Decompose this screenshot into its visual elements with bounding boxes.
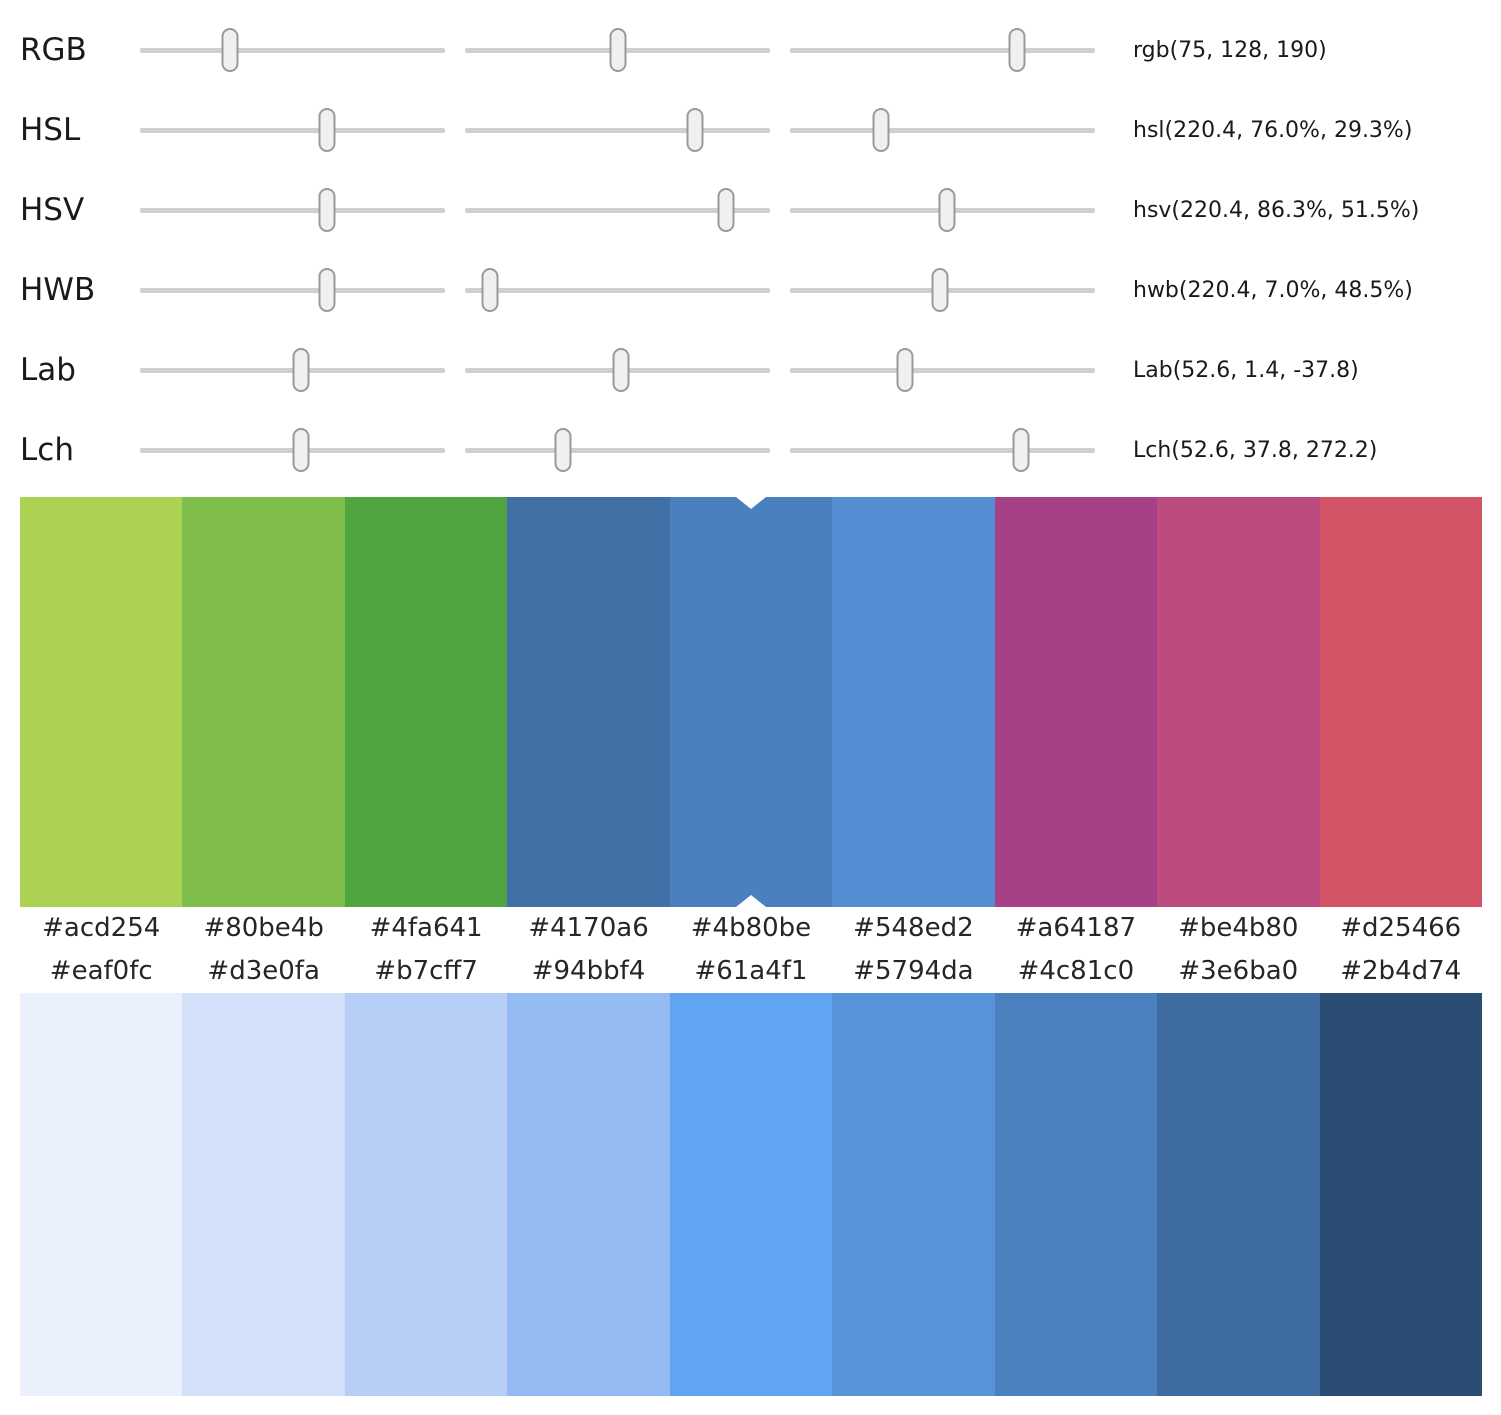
slider-row-lab: Lab Lab(52.6, 1.4, -37.8) (0, 330, 1501, 410)
shade-palette-hex-labels: #eaf0fc #d3e0fa #b7cff7 #94bbf4 #61a4f1 #5794… (20, 950, 1482, 993)
palette-swatch[interactable] (20, 993, 183, 1396)
slider-thumb[interactable] (318, 188, 336, 232)
slider-panel: RGB rgb(75, 128, 190) HSL hsl(220.4, 76.… (0, 0, 1501, 490)
slider-thumb[interactable] (292, 428, 310, 472)
slider-thumb[interactable] (481, 268, 499, 312)
palette-swatch[interactable] (1319, 993, 1482, 1396)
color-value-text: hsl(220.4, 76.0%, 29.3%) (1133, 117, 1413, 143)
slider-thumb[interactable] (938, 188, 956, 232)
selected-color-marker-top-icon (735, 497, 766, 509)
slider-track[interactable] (790, 188, 1095, 232)
slider-track[interactable] (790, 268, 1095, 312)
palette-swatch[interactable] (1157, 497, 1320, 907)
slider-row-lch: Lch Lch(52.6, 37.8, 272.2) (0, 410, 1501, 490)
hex-code-label: #3e6ba0 (1178, 956, 1299, 986)
palette-swatch[interactable] (994, 497, 1158, 907)
hex-code-label: #d3e0fa (207, 956, 320, 986)
color-value-text: Lab(52.6, 1.4, -37.8) (1133, 357, 1359, 383)
slider-track[interactable] (790, 428, 1095, 472)
hex-code-label: #4b80be (690, 913, 812, 943)
palette-swatch[interactable] (994, 993, 1158, 1396)
slider-thumb[interactable] (686, 108, 704, 152)
palette-swatch[interactable] (20, 497, 183, 907)
hue-palette-hex-labels: #acd254 #80be4b #4fa641 #4170a6 #4b80be #548e… (20, 907, 1482, 950)
slider-track[interactable] (465, 108, 770, 152)
palette-swatch[interactable] (1319, 497, 1482, 907)
palette-swatch[interactable] (669, 497, 833, 907)
slider-thumb[interactable] (292, 348, 310, 392)
color-value-text: Lch(52.6, 37.8, 272.2) (1133, 437, 1378, 463)
shade-palette (20, 993, 1482, 1396)
hex-code-label: #a64187 (1015, 913, 1137, 943)
colorspace-label: Lab (20, 352, 76, 388)
hex-code-label: #acd254 (42, 913, 161, 943)
slider-thumb[interactable] (931, 268, 949, 312)
selected-color-marker-bottom-icon (735, 895, 766, 907)
palette-swatch[interactable] (344, 993, 508, 1396)
slider-track[interactable] (465, 348, 770, 392)
hex-code-label: #5794da (853, 956, 974, 986)
hex-code-label: #548ed2 (853, 913, 974, 943)
hex-code-label: #b7cff7 (374, 956, 478, 986)
palette-swatch[interactable] (182, 993, 345, 1396)
slider-thumb[interactable] (609, 28, 627, 72)
hex-code-label: #2b4d74 (1340, 956, 1462, 986)
slider-track[interactable] (140, 268, 445, 312)
hex-code-label: #80be4b (203, 913, 324, 943)
color-value-text: hwb(220.4, 7.0%, 48.5%) (1133, 277, 1413, 303)
palette-swatch[interactable] (832, 993, 995, 1396)
color-value-text: hsv(220.4, 86.3%, 51.5%) (1133, 197, 1420, 223)
slider-thumb[interactable] (896, 348, 914, 392)
slider-track[interactable] (465, 268, 770, 312)
palette-swatch[interactable] (182, 497, 345, 907)
hex-code-label: #94bbf4 (531, 956, 646, 986)
hex-code-label: #d25466 (1340, 913, 1462, 943)
slider-row-hsv: HSV hsv(220.4, 86.3%, 51.5%) (0, 170, 1501, 250)
slider-thumb[interactable] (221, 28, 239, 72)
colorspace-label: HSV (20, 192, 85, 228)
slider-track[interactable] (140, 188, 445, 232)
slider-thumb[interactable] (1008, 28, 1026, 72)
slider-thumb[interactable] (872, 108, 890, 152)
colorspace-label: RGB (20, 32, 87, 68)
hue-palette (20, 497, 1482, 907)
slider-track[interactable] (465, 428, 770, 472)
palette-swatch[interactable] (344, 497, 508, 907)
hex-code-label: #be4b80 (1178, 913, 1299, 943)
slider-thumb[interactable] (318, 268, 336, 312)
colorspace-label: HWB (20, 272, 96, 308)
slider-track[interactable] (790, 28, 1095, 72)
palette-swatch[interactable] (669, 993, 833, 1396)
slider-track[interactable] (140, 28, 445, 72)
palette-swatch[interactable] (507, 497, 670, 907)
slider-row-hsl: HSL hsl(220.4, 76.0%, 29.3%) (0, 90, 1501, 170)
palette-swatch[interactable] (507, 993, 670, 1396)
colorspace-label: HSL (20, 112, 81, 148)
slider-track[interactable] (465, 188, 770, 232)
palette-swatch[interactable] (1157, 993, 1320, 1396)
slider-track[interactable] (140, 348, 445, 392)
slider-row-hwb: HWB hwb(220.4, 7.0%, 48.5%) (0, 250, 1501, 330)
slider-thumb[interactable] (554, 428, 572, 472)
slider-thumb[interactable] (717, 188, 735, 232)
colorspace-label: Lch (20, 432, 74, 468)
hex-code-label: #61a4f1 (694, 956, 808, 986)
slider-track[interactable] (790, 348, 1095, 392)
slider-track[interactable] (140, 108, 445, 152)
hex-code-label: #4c81c0 (1017, 956, 1135, 986)
slider-track[interactable] (140, 428, 445, 472)
hex-code-label: #eaf0fc (49, 956, 153, 986)
hex-code-label: #4170a6 (528, 913, 649, 943)
color-value-text: rgb(75, 128, 190) (1133, 37, 1327, 63)
slider-track[interactable] (790, 108, 1095, 152)
slider-track[interactable] (465, 28, 770, 72)
slider-thumb[interactable] (318, 108, 336, 152)
hex-code-label: #4fa641 (369, 913, 483, 943)
slider-thumb[interactable] (1012, 428, 1030, 472)
slider-row-rgb: RGB rgb(75, 128, 190) (0, 10, 1501, 90)
slider-thumb[interactable] (612, 348, 630, 392)
palette-swatch[interactable] (832, 497, 995, 907)
